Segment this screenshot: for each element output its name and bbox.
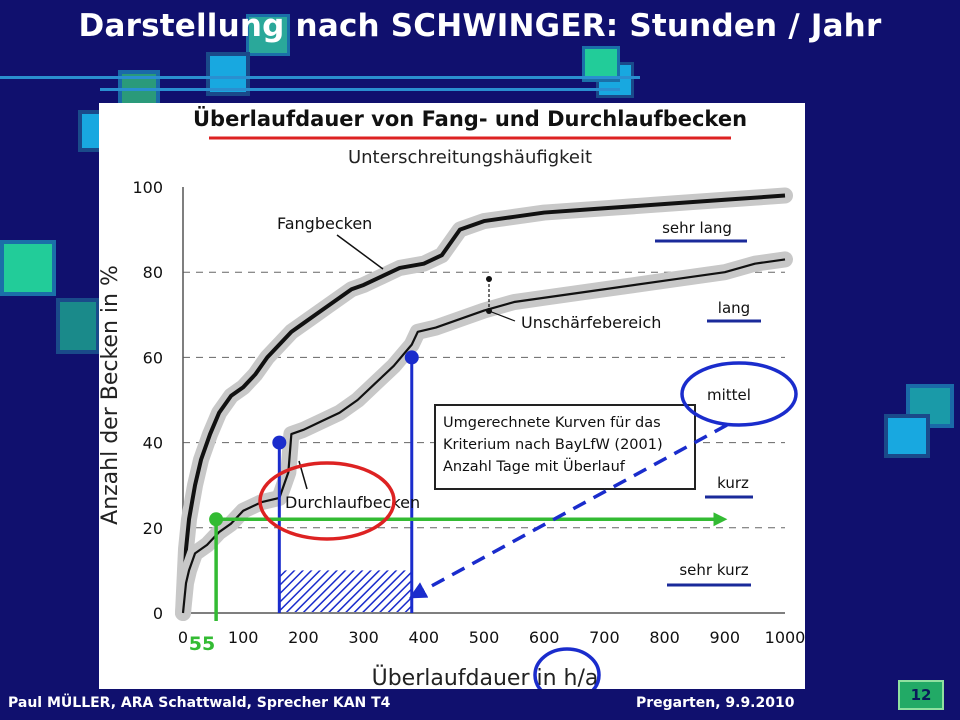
decor-line bbox=[0, 76, 640, 79]
y-tick-label: 40 bbox=[143, 434, 163, 453]
y-tick-label: 100 bbox=[132, 178, 163, 197]
axes bbox=[182, 187, 785, 614]
blue-marker bbox=[272, 435, 287, 450]
category-sehr-kurz: sehr kurz bbox=[679, 561, 748, 579]
chart-panel: Überlaufdauer von Fang- und Durchlaufbec… bbox=[99, 103, 805, 689]
decor-square bbox=[246, 14, 290, 56]
chart-svg: Überlaufdauer von Fang- und Durchlaufbec… bbox=[99, 106, 805, 689]
x-tick-label: 500 bbox=[469, 628, 500, 647]
curve-label-fangbecken: Fangbecken bbox=[277, 214, 372, 233]
x-tick-label: 700 bbox=[589, 628, 620, 647]
criterion-box bbox=[434, 404, 696, 490]
decor-square bbox=[0, 240, 56, 296]
tick-labels: 0 100 200 300 400 500 600 700 800 900 1000 0 20 40 60 8… bbox=[132, 178, 805, 647]
uncertainty-leader bbox=[488, 310, 516, 322]
x-tick-label: 800 bbox=[649, 628, 680, 647]
footer-right: Pregarten, 9.9.2010 bbox=[636, 695, 795, 711]
slide-title: Darstellung nach SCHWINGER: Stunden / Ja… bbox=[78, 8, 882, 44]
page-number: 12 bbox=[898, 680, 944, 710]
dashed-arrow bbox=[408, 423, 728, 599]
x-tick-label: 100 bbox=[228, 628, 259, 647]
x-tick-label: 200 bbox=[288, 628, 319, 647]
marker-value-label: 55 bbox=[189, 633, 215, 655]
durchlauf-highlight-circle bbox=[258, 461, 396, 541]
x-tick-label: 600 bbox=[529, 628, 560, 647]
x-tick-label: 1000 bbox=[765, 628, 805, 647]
criterion-box-line2: Kriterium nach BayLfW (2001) bbox=[443, 437, 663, 453]
decor-line bbox=[100, 88, 620, 91]
curve-label-leader bbox=[336, 234, 384, 270]
category-sehr-lang: sehr lang bbox=[662, 219, 732, 237]
category-mittel-circle bbox=[680, 361, 798, 427]
footer-left: Paul MÜLLER, ARA Schattwald, Sprecher KA… bbox=[8, 695, 391, 711]
y-axis-label: Anzahl der Becken in % bbox=[99, 265, 123, 525]
category-lang: lang bbox=[718, 299, 750, 317]
x-tick-label: 300 bbox=[348, 628, 379, 647]
x-tick-label: 400 bbox=[409, 628, 440, 647]
hatched-range bbox=[279, 570, 412, 612]
green-marker bbox=[209, 512, 224, 527]
uncertainty-dot bbox=[486, 276, 492, 282]
y-tick-label: 80 bbox=[143, 263, 163, 282]
annotation-layer bbox=[209, 350, 728, 621]
x-axis-label: Überlaufdauer in h/a bbox=[372, 665, 599, 689]
category-mittel: mittel bbox=[707, 386, 751, 404]
chart-subtitle: Unterschreitungshäufigkeit bbox=[348, 147, 592, 168]
y-tick-label: 0 bbox=[153, 604, 163, 623]
decor-square bbox=[56, 298, 100, 354]
series-line-fangbecken bbox=[181, 193, 786, 614]
blue-marker bbox=[404, 350, 419, 365]
decor-square bbox=[884, 414, 930, 458]
criterion-box-line1: Umgerechnete Kurven für das bbox=[443, 415, 661, 431]
x-tick-label: 900 bbox=[710, 628, 741, 647]
x-tick-label: 0 bbox=[178, 628, 188, 647]
y-tick-label: 60 bbox=[143, 348, 163, 367]
curve-label-durchlaufbecken: Durchlaufbecken bbox=[285, 493, 420, 512]
y-tick-label: 20 bbox=[143, 519, 163, 538]
chart-title: Überlaufdauer von Fang- und Durchlaufbec… bbox=[193, 106, 747, 131]
uncertainty-label: Unschärfebereich bbox=[521, 313, 661, 332]
criterion-box-line3: Anzahl Tage mit Überlauf bbox=[443, 457, 626, 475]
category-kurz: kurz bbox=[717, 474, 749, 492]
unit-highlight-circle bbox=[533, 647, 601, 689]
